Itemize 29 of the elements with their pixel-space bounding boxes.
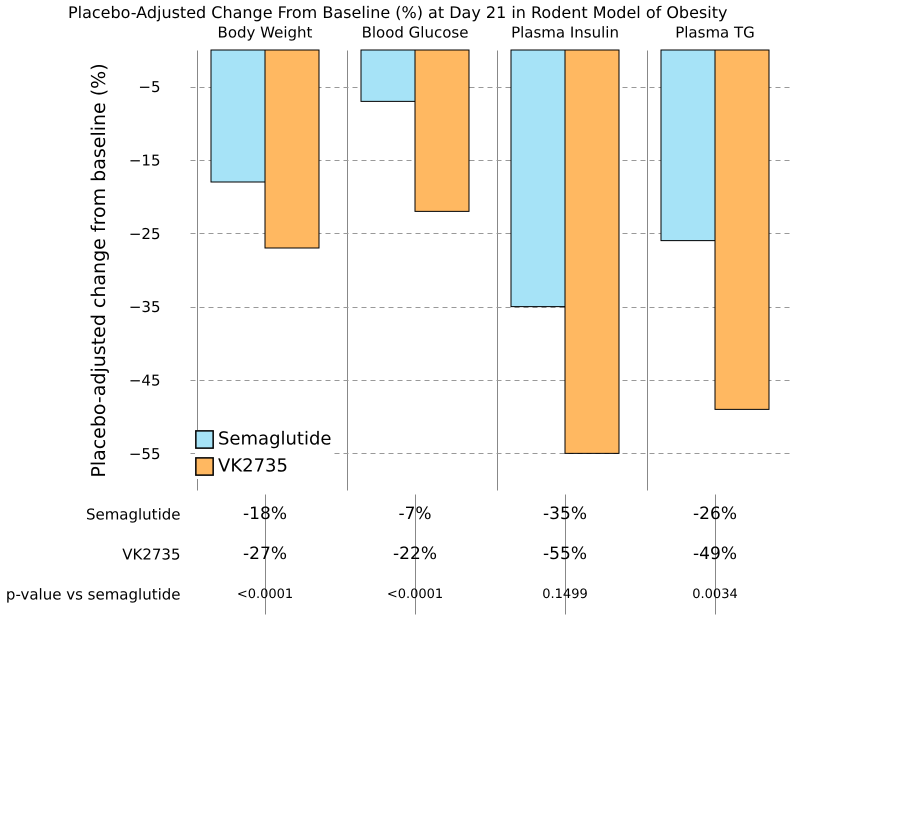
data-label: -7% bbox=[398, 504, 432, 524]
data-label: -55% bbox=[543, 544, 587, 564]
y-tick-label: −35 bbox=[128, 298, 160, 316]
y-tick-label: −45 bbox=[128, 372, 160, 390]
data-label: -18% bbox=[243, 504, 287, 524]
text: 0.0034 bbox=[692, 587, 738, 602]
text: VK2735 bbox=[122, 546, 180, 564]
text: <0.0001 bbox=[386, 587, 444, 602]
legend-label: Semaglutide bbox=[218, 428, 332, 450]
chart-title: Placebo-Adjusted Change From Baseline (%) at Day 21 in Rodent Model of Obesity bbox=[68, 3, 728, 22]
x-tick-label: Plasma Insulin bbox=[511, 24, 619, 42]
data-label: -35% bbox=[543, 504, 587, 524]
data-label: -27% bbox=[243, 544, 287, 564]
data-label: -26% bbox=[693, 504, 737, 524]
legend-label: VK2735 bbox=[218, 456, 288, 476]
y-tick-label: −55 bbox=[128, 444, 160, 463]
text: p-value vs semaglutide bbox=[6, 586, 180, 604]
data-label: -49% bbox=[693, 544, 737, 564]
y-tick-label: −25 bbox=[128, 224, 160, 243]
y-tick-label: −15 bbox=[128, 152, 160, 170]
x-tick-label: Blood Glucose bbox=[362, 24, 468, 42]
data-label: -22% bbox=[393, 544, 437, 564]
text: <0.0001 bbox=[236, 587, 294, 602]
text: 0.1499 bbox=[542, 587, 588, 602]
y-axis-title: Placebo-adjusted change from baseline (%) bbox=[88, 63, 110, 478]
y-tick-label: −5 bbox=[138, 78, 160, 96]
x-tick-label: Plasma TG bbox=[675, 24, 755, 42]
text: Semaglutide bbox=[86, 506, 180, 524]
x-tick-label: Body Weight bbox=[218, 24, 313, 42]
